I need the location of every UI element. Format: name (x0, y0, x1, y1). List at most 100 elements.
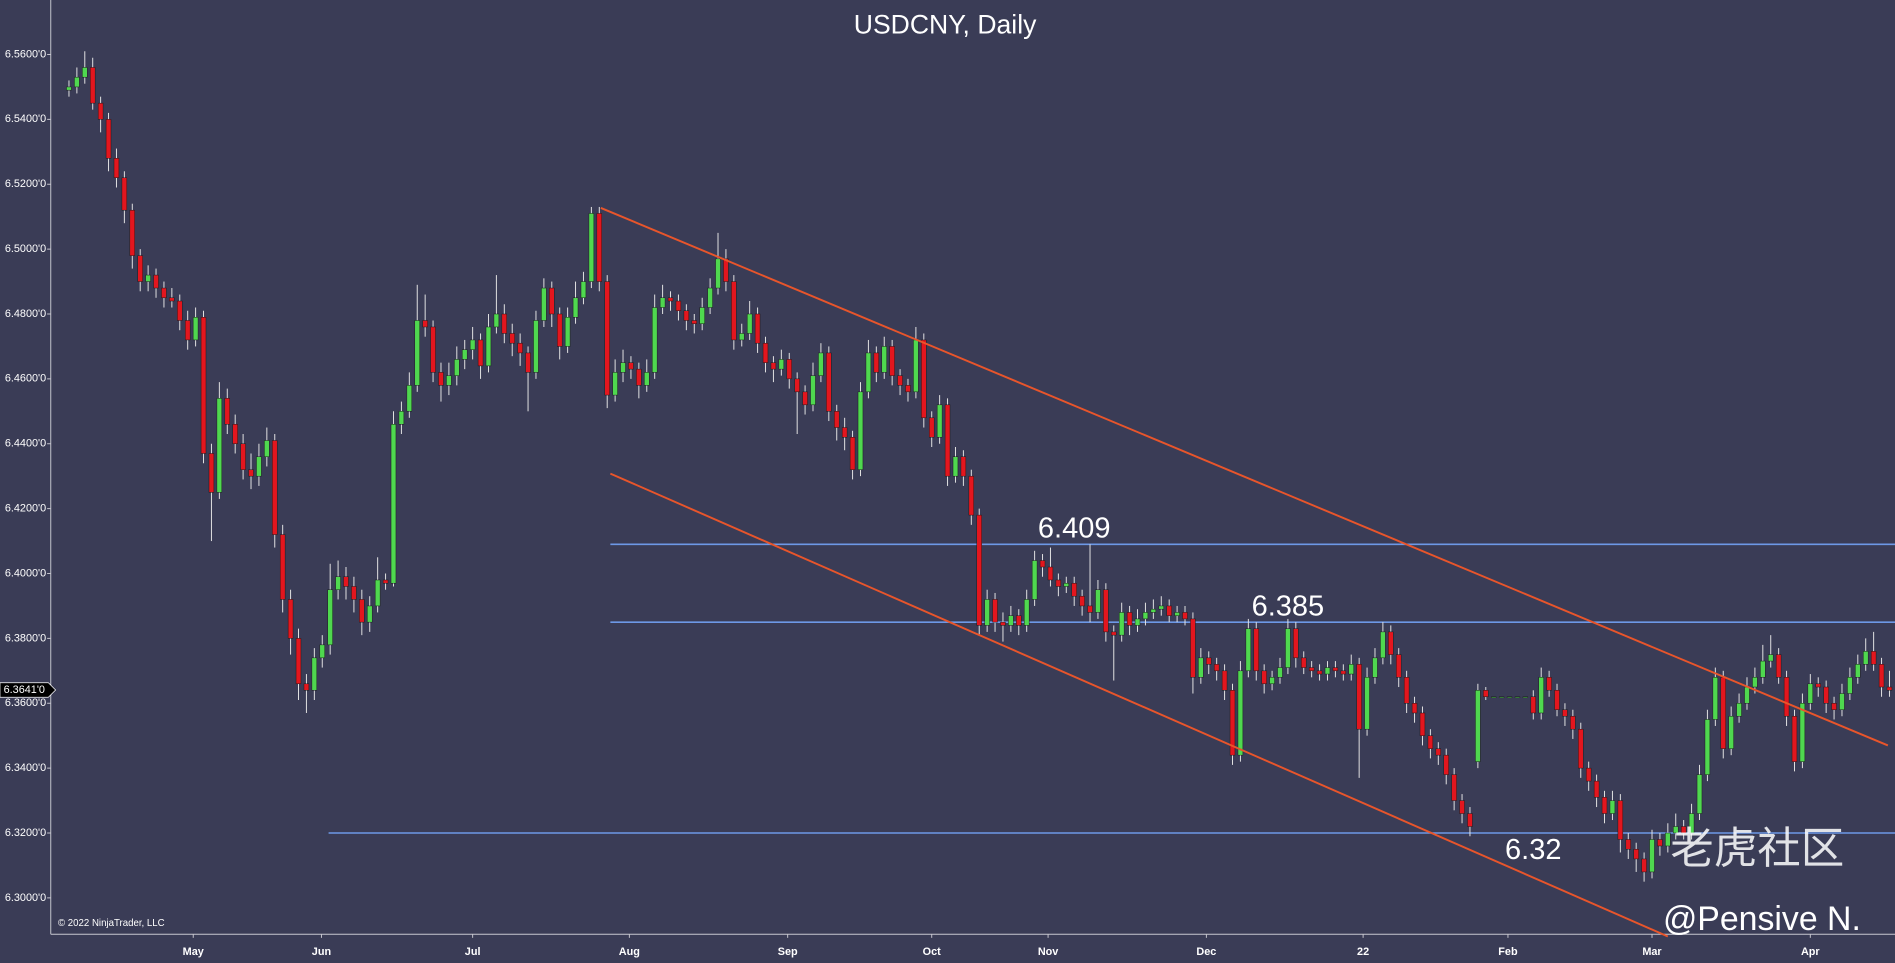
candle-body (612, 372, 618, 396)
candle-body (1752, 677, 1758, 688)
candle-body (1419, 712, 1426, 736)
candle-body (1831, 703, 1837, 710)
candle-body (1775, 654, 1782, 678)
candle-body (161, 287, 167, 299)
candle-body (1886, 686, 1893, 691)
candle-body (374, 579, 381, 607)
candle-body (327, 589, 333, 646)
candle-body (1839, 693, 1845, 710)
y-tick-label: 6.3400'0 (5, 762, 46, 774)
candle-body (1696, 774, 1703, 814)
candle-body (469, 339, 476, 350)
candle-body (936, 404, 943, 438)
candle-body (557, 313, 563, 347)
candle-body (628, 362, 634, 370)
candle-body (1617, 800, 1624, 840)
watermark: 老虎社区 (1670, 826, 1844, 874)
candle-body (295, 638, 302, 685)
candle-body (287, 599, 294, 639)
candle-body (509, 333, 515, 344)
x-tick-label: Dec (1196, 946, 1216, 958)
candle-body (382, 579, 389, 584)
candle-body (525, 352, 531, 373)
x-tick-label: Jun (312, 946, 331, 958)
y-tick-label: 6.5600'0 (5, 48, 46, 60)
candle-body (810, 375, 816, 406)
candle-body (1863, 651, 1869, 665)
candle-body (1665, 832, 1671, 847)
candle-body (1633, 848, 1639, 860)
candle-body (731, 281, 737, 341)
x-tick-label: Feb (1498, 946, 1518, 958)
candle-body (1111, 631, 1117, 636)
candle-body (1807, 683, 1814, 704)
candle-body (1277, 667, 1283, 678)
y-tick-label: 6.4800'0 (5, 308, 46, 320)
price-tag (0, 682, 57, 698)
candle-body (1388, 631, 1394, 655)
candle-body (1451, 774, 1457, 801)
candle-body (1847, 677, 1853, 694)
candle-body (1261, 670, 1267, 685)
copyright: © 2022 NinjaTrader, LLC (58, 918, 165, 929)
candle-body (1673, 826, 1679, 834)
candle-body (1364, 677, 1370, 730)
candle-body (1372, 657, 1378, 678)
candle-body (240, 443, 246, 470)
candle-body (97, 102, 104, 120)
x-tick-label: Sep (778, 946, 798, 958)
candle-body (517, 342, 523, 354)
candle-body (454, 359, 460, 376)
candle-body (343, 576, 349, 587)
candle-body (572, 297, 579, 318)
candle-body (1016, 615, 1022, 626)
candle-body (1736, 703, 1742, 717)
candle-body (1237, 670, 1244, 756)
candle-body (968, 475, 974, 516)
candle-body (1229, 690, 1236, 756)
candle-body (367, 605, 373, 623)
candle-body (715, 258, 721, 289)
candle-body (137, 255, 143, 282)
candle-body (1031, 560, 1038, 600)
candle-body (1498, 696, 1505, 698)
candle-body (1190, 618, 1196, 678)
candle-body (921, 339, 927, 419)
candle-body (1855, 664, 1861, 678)
candle-body (976, 514, 982, 626)
candle-body (826, 352, 832, 412)
candle-body (1514, 696, 1521, 698)
candle-body (564, 317, 571, 347)
candle-body (335, 576, 341, 590)
candle-body (1024, 599, 1030, 626)
candle-body (1712, 677, 1719, 720)
y-tick-label: 6.4000'0 (5, 567, 46, 579)
candle-body (1744, 686, 1750, 704)
candle-body (1435, 748, 1441, 756)
candle-body (1182, 612, 1188, 620)
candle-body (691, 320, 697, 324)
candle-body (272, 440, 278, 535)
y-tick-label: 6.4200'0 (5, 502, 46, 514)
candle-body (699, 307, 705, 324)
candle-body (390, 424, 397, 584)
y-tick-label: 6.5000'0 (5, 243, 46, 255)
candle-body (739, 333, 745, 341)
candle-body (208, 453, 215, 493)
candle-body (1823, 686, 1829, 704)
candle-body (802, 391, 808, 406)
candle-body (82, 67, 88, 78)
candle-body (264, 440, 270, 457)
candle-body (683, 310, 690, 321)
candle-body (944, 404, 951, 477)
candle-body (74, 76, 80, 88)
candle-body (1134, 618, 1141, 626)
candle-body (1657, 839, 1663, 847)
candle-body (1562, 709, 1568, 717)
candle-body (1491, 696, 1497, 698)
y-tick-label: 6.3800'0 (5, 632, 46, 644)
candle-body (644, 372, 650, 386)
x-tick-label: Oct (923, 946, 941, 958)
candle-body (818, 352, 824, 376)
x-tick-label: Jul (465, 946, 481, 958)
